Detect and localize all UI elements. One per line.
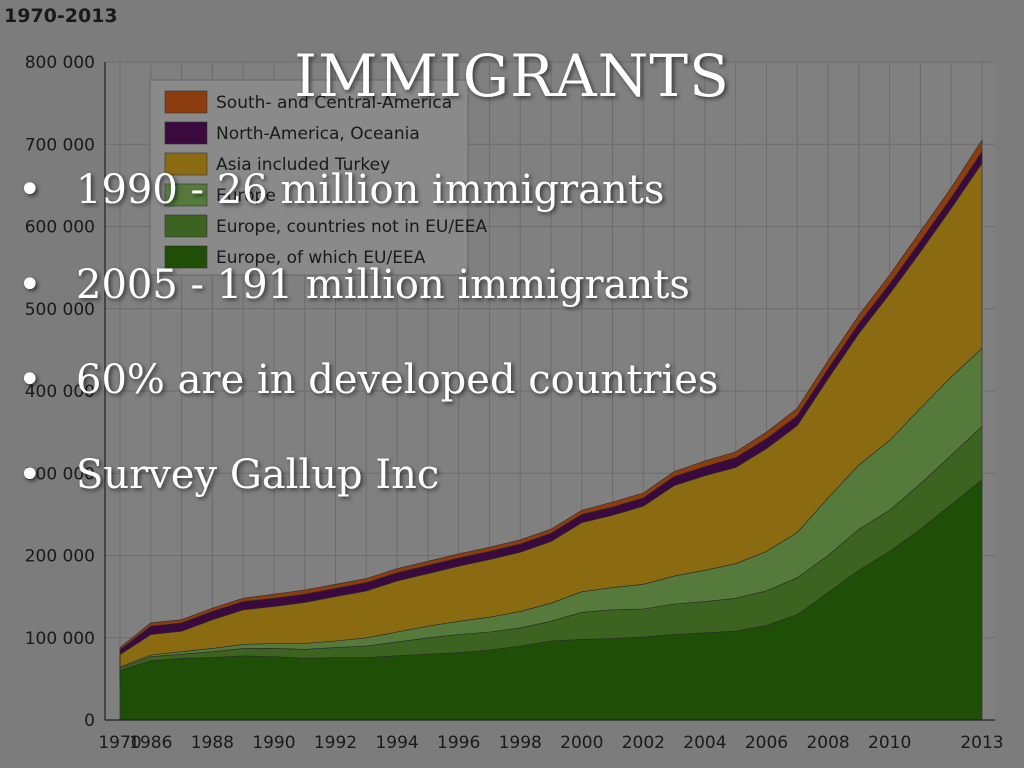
bullet-item: • 1990 - 26 million immigrants	[18, 160, 998, 255]
chart-areas	[119, 139, 983, 721]
x-tick-label: 1990	[252, 733, 295, 753]
bullet-text: 60% are in developed countries	[76, 357, 719, 403]
bullet-item: • 2005 - 191 million immigrants	[18, 255, 998, 350]
x-tick-label: 1996	[437, 733, 480, 753]
x-tick-label: 1992	[314, 733, 357, 753]
bullet-icon: •	[18, 357, 42, 403]
y-tick-label: 500 000	[25, 300, 95, 320]
bullet-list: • 1990 - 26 million immigrants • 2005 - 19…	[18, 160, 998, 540]
x-tick-label: 1994	[375, 733, 418, 753]
area-series	[119, 139, 983, 675]
x-tick-label: 2013	[960, 733, 1003, 753]
x-tick-label: 2004	[683, 733, 726, 753]
bullet-icon: •	[18, 262, 42, 308]
legend-label: North-America, Oceania	[216, 124, 420, 144]
y-tick-label: 700 000	[25, 135, 95, 155]
x-tick-label: 1988	[191, 733, 234, 753]
x-tick-label: 2008	[806, 733, 849, 753]
x-tick-label: 2006	[745, 733, 788, 753]
bullet-item: • Survey Gallup Inc	[18, 445, 998, 540]
x-tick-label: 1986	[129, 733, 172, 753]
legend-swatch	[164, 245, 208, 269]
legend-label: South- and Central-America	[216, 93, 452, 113]
y-tick-label: 300 000	[25, 464, 95, 484]
y-tick-label: 200 000	[25, 547, 95, 567]
y-tick-label: 100 000	[25, 629, 95, 649]
legend-label: Asia included Turkey	[216, 155, 390, 175]
bullet-icon: •	[18, 167, 42, 213]
x-tick-label: 2010	[868, 733, 911, 753]
slide-title: IMMIGRANTS	[294, 42, 730, 110]
x-tick-label: 1998	[499, 733, 542, 753]
bullet-text: 1990 - 26 million immigrants	[76, 167, 665, 213]
bullet-icon: •	[18, 452, 42, 498]
legend-swatch	[164, 152, 208, 176]
x-tick-label: 1970	[98, 733, 141, 753]
y-tick-label: 400 000	[25, 382, 95, 402]
bullet-text: Survey Gallup Inc	[76, 452, 440, 498]
bullet-text: 2005 - 191 million immigrants	[76, 262, 690, 308]
y-tick-label: 0	[84, 711, 95, 731]
bullet-item: • 60% are in developed countries	[18, 350, 998, 445]
chart-axes: 0 100 000 200 000 300 000 400 000 500 000 600 …	[25, 53, 1004, 753]
legend-label: Europe	[216, 186, 276, 206]
chart-legend: South- and Central-America North-America,…	[149, 79, 488, 276]
chart-title: 1970-2013	[4, 5, 118, 27]
legend-label: Europe, of which EU/EEA	[216, 248, 426, 268]
legend-swatch	[164, 214, 208, 238]
y-tick-label: 600 000	[25, 218, 95, 238]
legend-label: Europe, countries not in EU/EEA	[216, 217, 488, 237]
x-tick-label: 2000	[560, 733, 603, 753]
legend-swatch	[164, 183, 208, 207]
legend-swatch	[164, 121, 208, 145]
x-tick-label: 2002	[622, 733, 665, 753]
legend-swatch	[164, 90, 208, 114]
y-tick-label: 800 000	[25, 53, 95, 73]
